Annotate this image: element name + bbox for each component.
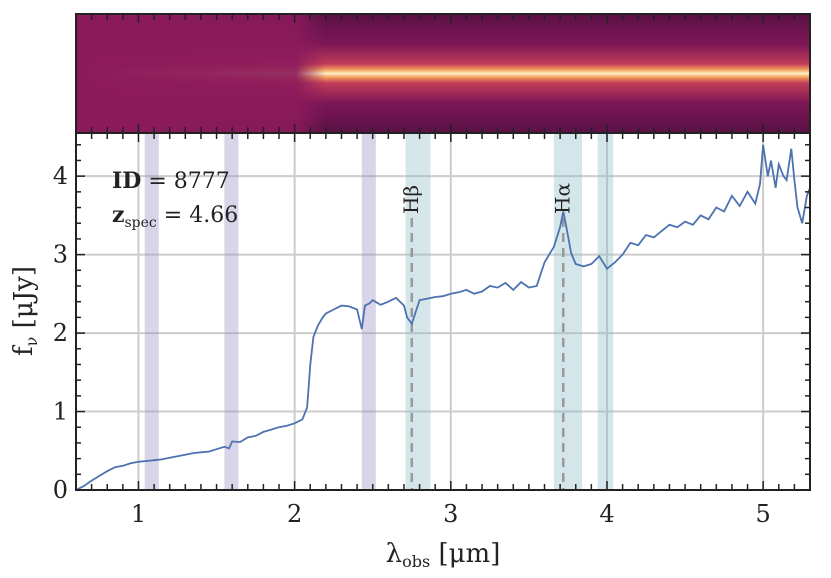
filter-band-purple [224, 133, 239, 490]
object-annotation: ID = 8777 zspec = 4.66 [112, 168, 238, 231]
x-tick-label: 1 [131, 500, 146, 528]
flux-series-line [76, 144, 810, 490]
x-axis-label: λobs [μm] [386, 539, 501, 571]
x-tick-label: 2 [287, 500, 302, 528]
filter-band-teal [405, 133, 431, 490]
filter-band-teal [597, 133, 614, 490]
axis-ticks [75, 14, 811, 491]
y-tick-label: 4 [53, 162, 68, 190]
filter-band-purple [144, 133, 159, 490]
filter-band-purple [361, 133, 376, 490]
emission-line-label: Hα [550, 183, 574, 214]
id-annotation: ID = 8777 [112, 168, 230, 194]
y-tick-label: 1 [53, 398, 68, 426]
x-tick-label: 4 [599, 500, 614, 528]
y-tick-label: 3 [53, 241, 68, 269]
tick-labels: 1 2 3 4 5 0 1 2 3 4 [53, 162, 771, 528]
emission-line-label: Hβ [399, 185, 423, 214]
spectrum-2d-fade [76, 14, 810, 133]
x-tick-label: 3 [443, 500, 458, 528]
plot-frame [75, 132, 811, 491]
filter-band-teal [553, 133, 582, 490]
redshift-annotation: zspec = 4.66 [112, 202, 238, 231]
emission-line-markers: Hβ Hα [399, 183, 574, 490]
spectrum-2d-panel [75, 13, 811, 134]
y-axis-label: fν [μJy] [9, 266, 41, 356]
spectrum-1d-panel: Hβ Hα 1 2 3 4 5 0 1 2 3 4 [53, 14, 811, 528]
x-tick-label: 5 [756, 500, 771, 528]
y-tick-label: 2 [53, 319, 68, 347]
band-highlights [144, 133, 614, 490]
y-tick-label: 0 [53, 476, 68, 504]
